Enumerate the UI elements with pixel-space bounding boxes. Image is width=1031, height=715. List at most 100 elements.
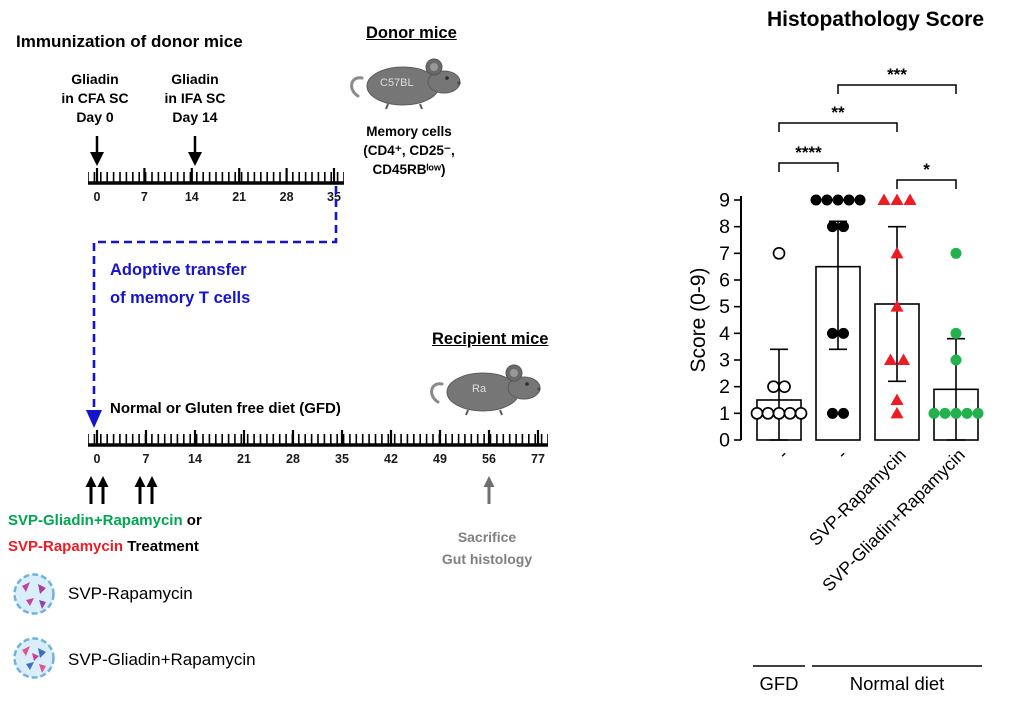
treatment-line1: SVP-Gliadin+Rapamycin or [8,508,202,534]
memory-cells-label: Memory cells (CD4⁺, CD25⁻, CD45RBˡᵒʷ) [346,122,472,179]
mouse-icon [430,364,541,416]
data-point [950,247,962,259]
timeline-label: 14 [188,452,202,466]
adoptive-transfer-label: Adoptive transfer of memory T cells [110,256,250,312]
data-point [903,193,917,205]
data-point [890,246,904,259]
significance-bracket [896,179,957,189]
data-point [884,353,897,365]
significance-stars: *** [887,65,907,84]
y-tick-label: 2 [719,376,730,398]
y-tick-label: 3 [719,350,730,372]
sacrifice-line2: Gut histology [441,551,533,567]
injection-day14-line3: Day 14 [172,109,218,125]
injection-day0: Gliadin in CFA SC Day 0 [38,70,152,127]
timeline-label: 35 [335,452,349,466]
timeline-label: 56 [482,452,496,466]
treatment-label: SVP-Gliadin+Rapamycin or SVP-Rapamycin T… [8,508,202,560]
injection-arrow-day0-icon [90,136,104,166]
timeline-label: 35 [327,190,341,204]
donor-mouse-strain-label: C57BL [380,77,414,89]
treatment-or-text: or [182,512,202,529]
sacrifice-label: Sacrifice Gut histology [424,526,550,570]
y-axis-title: Score (0-9) [690,267,710,372]
data-point [890,193,904,205]
treatment-red-text: SVP-Rapamycin [8,538,124,555]
data-point [890,300,904,312]
memory-cells-line1: Memory cells [366,124,452,139]
data-point [761,406,775,420]
recipient-timeline-ruler: 0 7 14 21 28 35 42 49 56 77 [88,430,548,466]
injection-day0-line1: Gliadin [71,71,119,87]
adoptive-transfer-line1: Adoptive transfer [110,261,247,279]
timeline-label: 21 [232,190,246,204]
significance-bracket [778,122,898,132]
x-tick-label: - [833,445,851,463]
data-point [950,354,962,366]
data-point [843,194,855,206]
data-point [854,194,866,206]
donor-mouse: C57BL [348,50,463,112]
legend-svp-rapamycin-label: SVP-Rapamycin [68,584,193,603]
data-point [810,194,822,206]
timeline-label: 14 [185,190,199,204]
y-tick-label: 7 [719,243,730,265]
data-point [821,194,833,206]
data-point [838,221,849,233]
data-point [832,194,844,206]
injection-day14-line2: in IFA SC [164,90,226,106]
data-point [750,406,764,420]
y-tick-label: 9 [719,190,730,212]
treatment-black-text: Treatment [123,538,199,555]
diet-group-label: GFD [759,673,798,694]
data-point [778,380,791,394]
data-point [972,407,984,419]
injection-day0-line2: in CFA SC [61,90,129,106]
data-point [939,407,951,419]
timeline-label: 7 [143,452,150,466]
memory-cells-line2: (CD4⁺, CD25⁻, [363,143,455,158]
data-point [890,406,904,419]
y-tick-label: 5 [719,296,730,318]
y-tick-label: 8 [719,216,730,238]
treatment-line2: SVP-Rapamycin Treatment [8,534,202,560]
x-tick-label: - [774,445,792,463]
timeline-label: 28 [286,452,300,466]
timeline-label: 7 [141,190,148,204]
timeline-label: 49 [433,452,447,466]
mouse-icon [350,58,461,110]
svp-gliadin-rapamycin-icon [13,637,55,679]
sacrifice-line1: Sacrifice [457,529,517,545]
data-point [838,327,849,339]
chart-title: Histopathology Score [766,8,985,31]
x-tick-label: SVP-Rapamycin [805,445,910,550]
legend-svp-gliadin-rapamycin-label: SVP-Gliadin+Rapamycin [68,650,256,669]
data-point [827,221,838,233]
donor-mice-heading: Donor mice [366,24,457,42]
timeline-label: 28 [280,190,294,204]
data-point [961,407,973,419]
recipient-mouse: Ra [428,356,543,418]
svp-rapamycin-icon [13,573,55,615]
y-tick-label: 1 [719,403,730,425]
y-tick-label: 4 [719,323,730,345]
timeline-label: 0 [94,190,101,204]
timeline-label: 21 [237,452,251,466]
adoptive-transfer-line2: of memory T cells [110,289,251,307]
diet-label: Normal or Gluten free diet (GFD) [110,400,341,417]
adoptive-transfer-arrow-icon [86,186,338,428]
data-point [950,407,962,419]
significance-stars: **** [795,143,822,162]
data-point [890,393,904,405]
memory-cells-line3: CD45RBˡᵒʷ) [372,162,446,177]
timeline-label: 0 [94,452,101,466]
data-point [838,407,849,419]
recipient-mouse-label: Ra [472,383,487,395]
donor-timeline-ruler: 0 7 14 21 28 35 [88,168,344,204]
data-point [827,327,838,339]
recipient-mice-heading: Recipient mice [432,330,549,348]
diet-group-label: Normal diet [850,673,945,694]
injection-day0-line3: Day 0 [76,109,114,125]
